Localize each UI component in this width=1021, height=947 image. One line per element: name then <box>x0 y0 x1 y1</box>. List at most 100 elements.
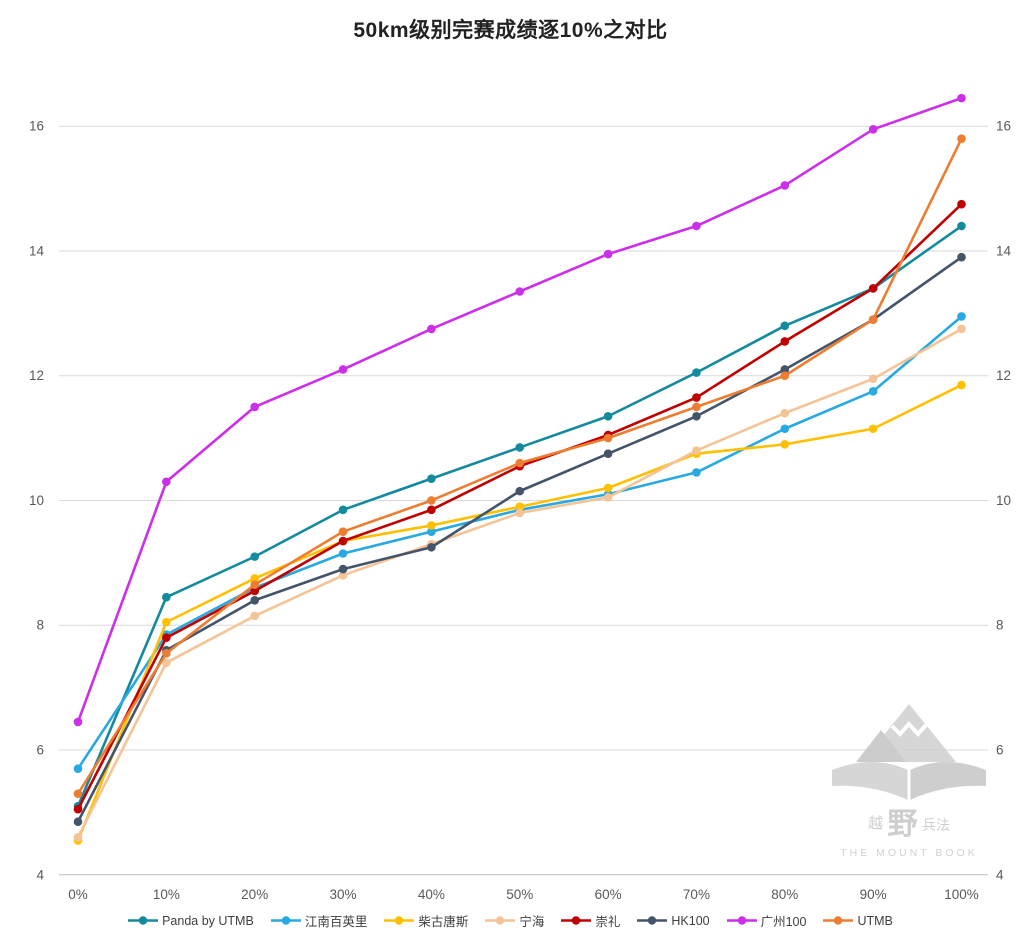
legend-item-崇礼: 崇礼 <box>561 911 620 930</box>
data-point-Panda by UTMB-60% <box>603 411 613 421</box>
data-point-HK100-80% <box>780 365 790 374</box>
data-point-江南百英里-30% <box>338 549 348 558</box>
data-point-宁海-0% <box>73 833 83 842</box>
data-point-UTMB-40% <box>427 496 436 505</box>
legend-item-Panda by UTMB: Panda by UTMB <box>128 914 254 928</box>
data-point-江南百英里-90% <box>868 387 878 396</box>
data-point-宁海-100% <box>957 324 966 334</box>
data-point-广州100-80% <box>780 181 790 190</box>
legend-item-宁海: 宁海 <box>485 911 544 930</box>
data-point-广州100-50% <box>515 287 525 296</box>
data-point-宁海-60% <box>603 493 613 502</box>
legend-marker-icon <box>823 916 854 925</box>
data-point-广州100-30% <box>338 365 348 374</box>
data-point-崇礼-30% <box>338 536 348 546</box>
y-axis-tick-label: 16 <box>29 119 44 134</box>
data-point-柴古唐斯-90% <box>868 424 878 434</box>
data-point-宁海-50% <box>515 508 525 518</box>
data-point-Panda by UTMB-20% <box>250 552 259 561</box>
data-point-崇礼-90% <box>868 284 878 293</box>
data-point-柴古唐斯-50% <box>515 502 525 512</box>
data-point-Panda by UTMB-40% <box>427 474 436 483</box>
data-point-崇礼-40% <box>427 505 436 515</box>
data-point-宁海-80% <box>780 408 790 418</box>
y-axis-tick-label: 6 <box>36 743 44 758</box>
data-point-江南百英里-100% <box>957 312 966 321</box>
y-axis-tick-label: 12 <box>29 368 44 383</box>
data-point-UTMB-90% <box>868 315 878 324</box>
legend-label: 宁海 <box>519 915 545 929</box>
legend-item-江南百英里: 江南百英里 <box>270 911 368 930</box>
legend-item-UTMB: UTMB <box>823 913 893 928</box>
data-point-HK100-40% <box>427 542 436 552</box>
watermark-english-text: THE MOUNT BOOK <box>840 847 978 859</box>
legend-marker-icon <box>384 916 415 925</box>
data-point-柴古唐斯-20% <box>250 574 259 583</box>
legend-label: 柴古唐斯 <box>418 915 469 929</box>
data-point-柴古唐斯-10% <box>162 617 171 627</box>
y-axis-tick-label: 14 <box>29 243 45 258</box>
data-point-宁海-90% <box>868 374 878 384</box>
data-point-HK100-60% <box>603 449 613 458</box>
data-point-广州100-40% <box>427 324 436 334</box>
y-axis-tick-label-right: 12 <box>996 368 1011 383</box>
legend-label: HK100 <box>671 913 710 928</box>
x-axis-tick-label: 100% <box>944 887 979 902</box>
data-point-崇礼-70% <box>692 393 701 402</box>
data-point-广州100-20% <box>250 402 259 412</box>
legend-label: UTMB <box>857 913 893 928</box>
data-point-UTMB-30% <box>338 527 348 536</box>
legend-marker-icon <box>270 916 301 925</box>
data-point-HK100-70% <box>692 411 701 421</box>
data-point-柴古唐斯-100% <box>957 380 966 390</box>
legend-label: 江南百英里 <box>304 915 368 929</box>
legend-marker-icon <box>128 916 159 925</box>
x-axis-tick-label: 30% <box>330 887 357 902</box>
data-point-广州100-90% <box>868 125 878 134</box>
data-point-Panda by UTMB-100% <box>957 221 966 231</box>
data-point-UTMB-60% <box>603 433 613 443</box>
y-axis-tick-label-right: 4 <box>996 867 1004 882</box>
legend-item-HK100: HK100 <box>637 913 710 928</box>
data-point-Panda by UTMB-30% <box>338 505 348 515</box>
legend-label: Panda by UTMB <box>162 913 254 928</box>
data-point-UTMB-0% <box>73 789 83 798</box>
legend-marker-icon <box>485 916 516 925</box>
data-point-Panda by UTMB-70% <box>692 368 701 377</box>
legend-item-广州100: 广州100 <box>726 911 807 930</box>
x-axis-tick-label: 20% <box>241 887 268 902</box>
data-point-HK100-50% <box>515 486 525 496</box>
chart-legend: Panda by UTMB 江南百英里 柴古唐斯 宁海 崇礼 HK100 广州100 UTMB <box>0 911 1021 930</box>
data-point-宁海-10% <box>162 658 171 667</box>
data-point-HK100-30% <box>338 564 348 574</box>
legend-marker-icon <box>561 916 592 925</box>
x-axis-tick-label: 80% <box>771 887 798 902</box>
watermark: 越 野 兵法 THE MOUNT BOOK <box>818 700 1000 878</box>
data-point-柴古唐斯-40% <box>427 521 436 530</box>
data-point-江南百英里-80% <box>780 424 790 434</box>
data-point-广州100-10% <box>162 477 171 487</box>
x-axis-tick-label: 70% <box>683 887 710 902</box>
x-axis-tick-label: 40% <box>418 887 445 902</box>
y-axis-tick-label: 10 <box>29 493 44 508</box>
data-point-UTMB-50% <box>515 458 525 468</box>
legend-marker-icon <box>637 916 668 925</box>
data-point-宁海-20% <box>250 611 259 621</box>
data-point-Panda by UTMB-10% <box>162 592 171 602</box>
chart-title: 50km级别完赛成绩逐10%之对比 <box>353 19 668 42</box>
y-axis-tick-label-right: 14 <box>996 243 1012 258</box>
y-axis-tick-label-right: 16 <box>996 119 1011 134</box>
data-point-崇礼-20% <box>250 586 259 596</box>
x-axis-tick-label: 90% <box>860 887 887 902</box>
watermark-chinese-text: 越 野 兵法 <box>868 807 950 842</box>
data-point-Panda by UTMB-50% <box>515 443 525 452</box>
data-point-崇礼-0% <box>73 804 83 814</box>
legend-label: 广州100 <box>760 915 807 929</box>
data-point-广州100-0% <box>73 717 83 727</box>
data-point-江南百英里-0% <box>73 764 83 774</box>
data-point-UTMB-20% <box>250 580 259 589</box>
y-axis-tick-label: 8 <box>36 618 44 633</box>
data-point-UTMB-70% <box>692 402 701 412</box>
data-point-柴古唐斯-60% <box>603 483 613 493</box>
